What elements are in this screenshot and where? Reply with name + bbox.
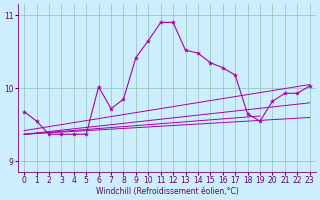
X-axis label: Windchill (Refroidissement éolien,°C): Windchill (Refroidissement éolien,°C): [96, 187, 238, 196]
